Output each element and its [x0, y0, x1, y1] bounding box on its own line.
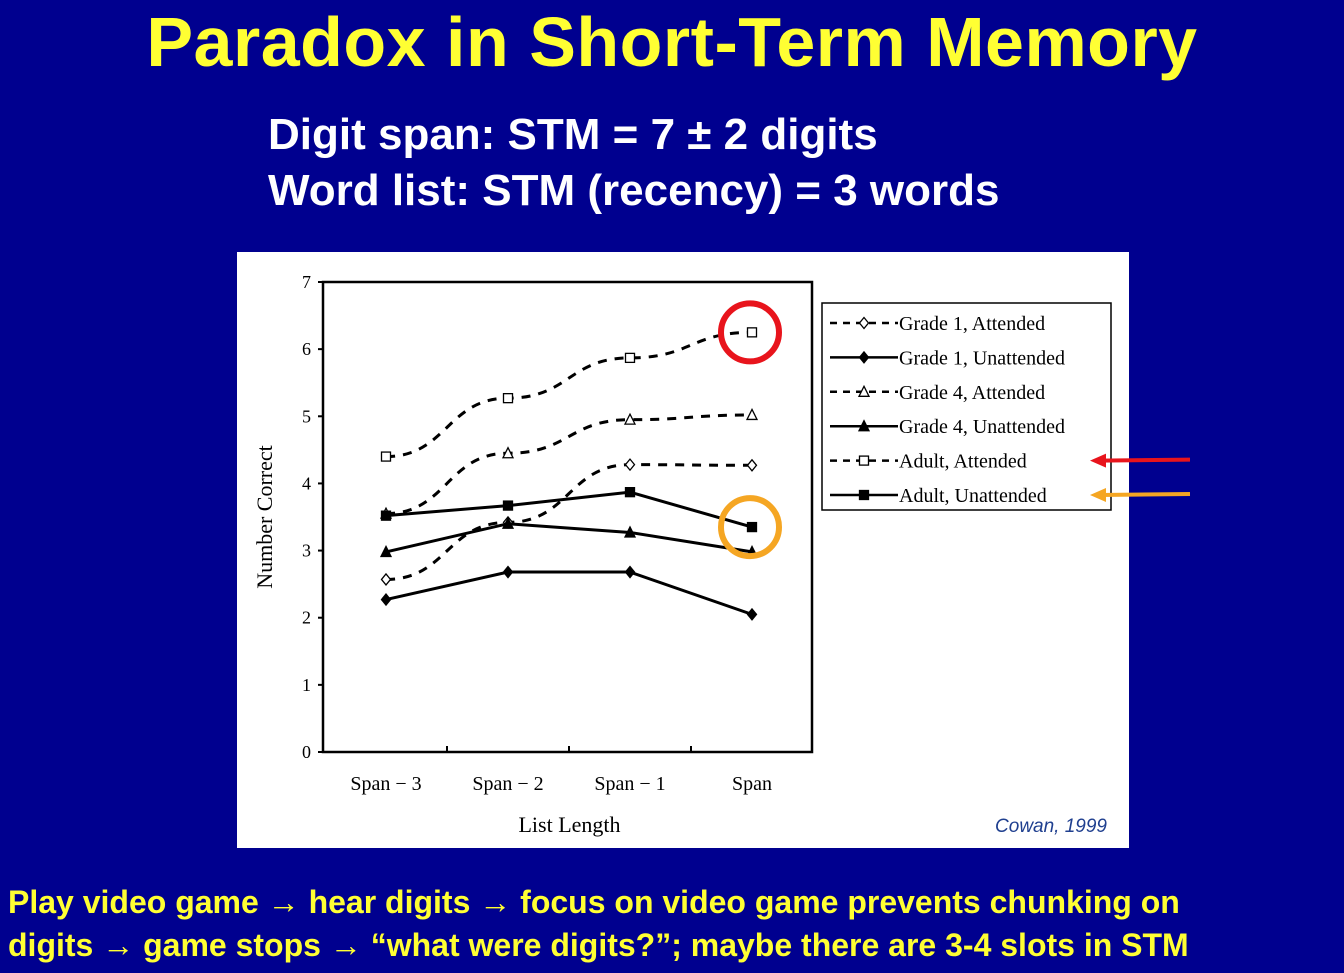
x-tick-label: Span − 3	[350, 773, 421, 795]
data-point-s4-3	[746, 327, 758, 338]
series-line-4	[385, 330, 753, 459]
legend-marker-1	[858, 350, 870, 364]
data-point-s0-0	[380, 572, 392, 586]
y-axis-label: Number Correct	[252, 445, 277, 589]
highlight-circle-orange	[718, 495, 782, 560]
data-point-s1-2	[624, 565, 636, 579]
slide-title: Paradox in Short-Term Memory	[146, 3, 1198, 81]
x-tick-label: Span	[732, 773, 772, 795]
data-point-s3-2	[623, 525, 637, 538]
footer-line-2: digits → game stops → “what were digits?…	[8, 927, 1189, 963]
y-tick-label: 1	[302, 675, 311, 695]
legend-marker-3	[857, 419, 871, 432]
data-point-s3-1	[501, 516, 515, 529]
data-point-s1-3	[746, 607, 758, 621]
series-line-2	[385, 413, 753, 516]
data-point-s2-2	[623, 412, 637, 425]
data-point-s4-2	[624, 352, 636, 364]
legend-label-2: Grade 4, Attended	[899, 382, 1045, 404]
y-tick-label: 7	[302, 272, 311, 292]
y-tick-label: 0	[302, 742, 311, 762]
legend-marker-5	[858, 489, 870, 501]
subtitle-digit-span: Digit span: STM = 7 ± 2 digits	[268, 110, 878, 159]
x-axis-label: List Length	[518, 812, 620, 837]
legend-label-3: Grade 4, Unattended	[899, 416, 1065, 438]
data-point-s0-2	[624, 458, 636, 472]
footer-line-1: Play video game → hear digits → focus on…	[8, 884, 1180, 920]
data-point-s0-3	[746, 458, 758, 472]
legend-box	[821, 302, 1112, 511]
data-point-s5-1	[502, 500, 514, 511]
data-point-s2-1	[501, 446, 515, 459]
legend-marker-0	[858, 316, 870, 330]
y-tick-label: 6	[302, 339, 311, 359]
data-point-s3-0	[379, 544, 393, 558]
data-point-s5-3	[746, 521, 758, 533]
data-point-s4-1	[502, 393, 514, 404]
legend-marker-2	[857, 384, 871, 397]
series-line-0	[385, 463, 753, 581]
data-point-s4-0	[380, 451, 392, 462]
series-line-3	[385, 522, 753, 554]
legend: Grade 1, Attended Grade 1, Unattended Grad…	[821, 302, 1112, 511]
data-point-s1-1	[502, 565, 514, 579]
data-point-s5-2	[624, 487, 636, 498]
highlight-circle-red	[718, 300, 782, 365]
data-point-s1-0	[380, 593, 392, 607]
y-tick-label: 3	[302, 541, 311, 561]
data-point-s2-3	[745, 407, 759, 421]
legend-label-1: Grade 1, Unattended	[899, 347, 1065, 369]
chart-panel: 0 1 2 3 4 5 6 7 Span − 3 Span − 2 Span − 1 Span List…	[237, 252, 1129, 848]
series-line-5	[385, 490, 753, 529]
subtitle-word-list: Word list: STM (recency) = 3 words	[268, 166, 1000, 215]
legend-label-5: Adult, Unattended	[899, 485, 1047, 507]
y-tick-label: 4	[302, 473, 311, 493]
y-tick-label: 5	[302, 406, 311, 426]
citation: Cowan, 1999	[995, 816, 1107, 837]
x-tick-label: Span − 1	[594, 773, 665, 795]
x-tick-label: Span − 2	[472, 773, 543, 795]
line-chart: 0 1 2 3 4 5 6 7 Span − 3 Span − 2 Span − 1 Span List…	[252, 272, 1112, 837]
y-tick-label: 2	[302, 608, 311, 628]
legend-label-0: Grade 1, Attended	[899, 313, 1045, 335]
legend-marker-4	[858, 455, 870, 466]
series-line-1	[385, 570, 753, 616]
plot-frame	[321, 280, 814, 754]
legend-label-4: Adult, Attended	[899, 451, 1027, 473]
data-point-s5-0	[380, 510, 392, 521]
